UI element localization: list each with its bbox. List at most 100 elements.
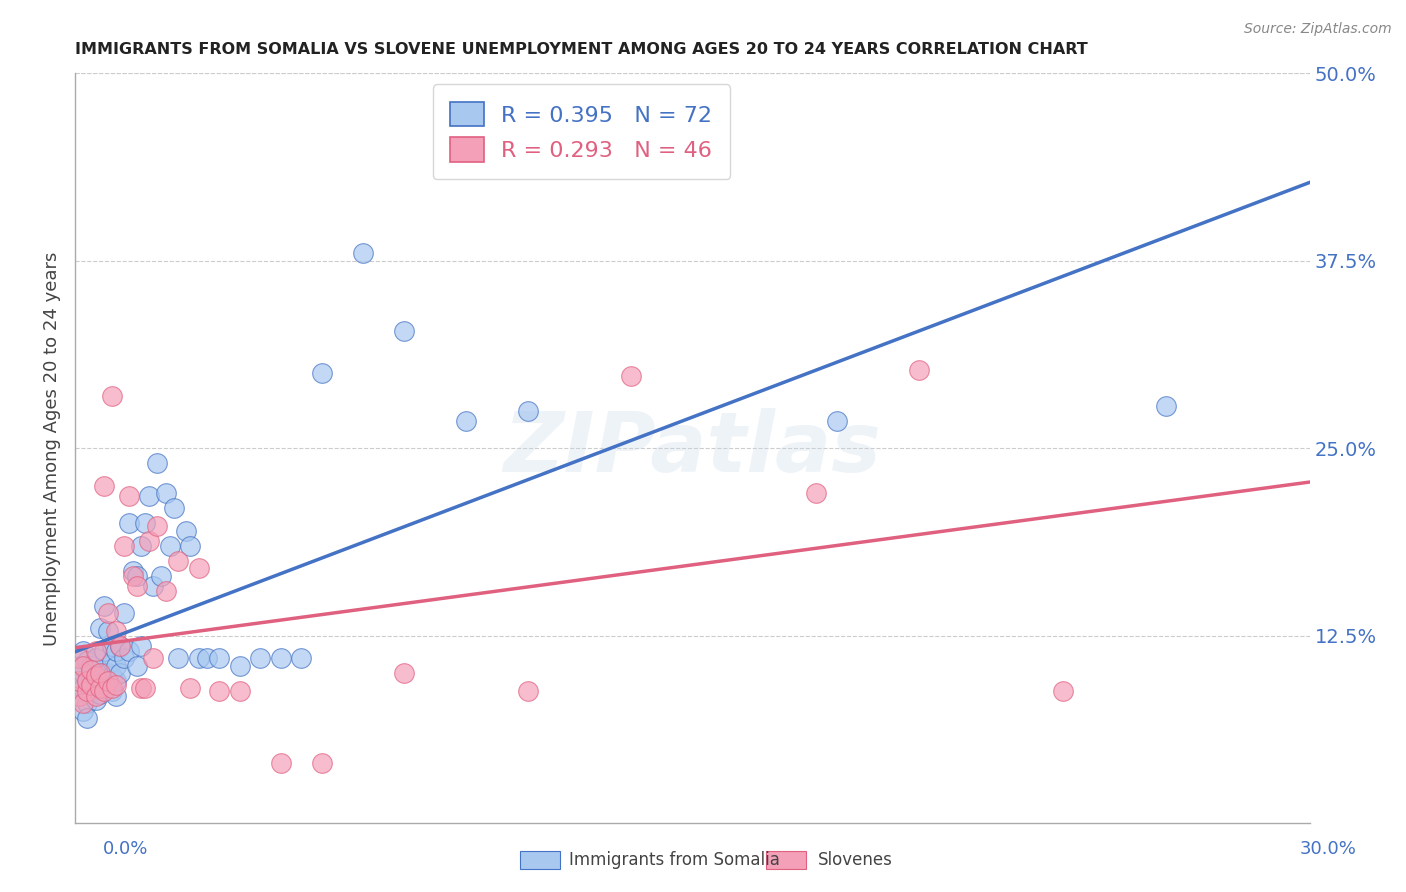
Point (129, 681, 152, 696)
Point (76, 684, 98, 698)
Point (84, 678, 107, 692)
Point (101, 669, 124, 683)
Point (93, 479, 115, 493)
Point (311, 756, 333, 771)
Point (80, 664, 103, 678)
Point (76, 673, 98, 688)
Point (89, 621, 111, 635)
Point (174, 524, 197, 538)
Point (112, 651, 135, 665)
Point (72, 704, 94, 718)
Point (80, 673, 103, 688)
Point (908, 363, 931, 377)
Point (290, 651, 312, 665)
Point (179, 539, 201, 553)
Point (72, 681, 94, 696)
Point (249, 651, 271, 665)
Point (159, 539, 181, 553)
Point (93, 681, 115, 696)
Point (167, 554, 190, 568)
Point (110, 640, 132, 654)
Point (142, 651, 165, 665)
Point (97, 678, 120, 692)
Point (155, 486, 177, 500)
Point (146, 456, 169, 470)
Point (97, 607, 120, 621)
Point (110, 666, 132, 681)
Y-axis label: Unemployment Among Ages 20 to 24 years: Unemployment Among Ages 20 to 24 years (44, 252, 60, 646)
Text: IMMIGRANTS FROM SOMALIA VS SLOVENE UNEMPLOYMENT AMONG AGES 20 TO 24 YEARS CORREL: IMMIGRANTS FROM SOMALIA VS SLOVENE UNEMP… (75, 42, 1088, 57)
Point (187, 651, 209, 665)
Point (179, 681, 201, 696)
Point (67, 651, 90, 665)
Point (825, 414, 848, 428)
Point (101, 655, 124, 669)
Point (101, 640, 124, 654)
Point (516, 684, 538, 698)
Point (84, 669, 107, 683)
Point (105, 678, 128, 692)
Point (270, 756, 292, 771)
Point (163, 501, 186, 516)
Point (67, 689, 90, 703)
Point (67, 673, 90, 688)
Point (121, 569, 143, 583)
Point (72, 666, 94, 681)
Point (76, 655, 98, 669)
Point (84, 651, 107, 665)
Point (97, 673, 120, 688)
Point (67, 659, 90, 673)
Point (101, 389, 124, 403)
Point (89, 673, 111, 687)
Point (105, 659, 128, 673)
Point (516, 404, 538, 418)
Point (125, 569, 148, 583)
Point (72, 697, 94, 711)
Point (804, 486, 827, 500)
Point (167, 651, 190, 665)
Point (93, 599, 115, 613)
Point (117, 516, 139, 531)
Point (84, 644, 107, 658)
Point (208, 684, 231, 698)
Text: Source: ZipAtlas.com: Source: ZipAtlas.com (1244, 22, 1392, 37)
Point (394, 324, 416, 338)
Point (117, 489, 139, 503)
Point (138, 534, 160, 549)
Point (89, 666, 111, 681)
Point (110, 640, 132, 654)
Point (311, 367, 333, 381)
Point (150, 569, 173, 583)
Point (155, 583, 177, 598)
Point (195, 651, 218, 665)
Point (76, 697, 98, 711)
Point (620, 369, 643, 384)
Point (97, 666, 120, 681)
Point (129, 539, 152, 553)
Point (80, 684, 103, 698)
Point (89, 688, 111, 702)
Point (105, 673, 128, 688)
Point (112, 607, 135, 621)
Point (129, 640, 152, 654)
Text: 0.0%: 0.0% (103, 840, 148, 858)
Point (76, 673, 98, 688)
Point (228, 684, 250, 698)
Point (454, 414, 477, 428)
Point (146, 519, 169, 533)
Point (84, 669, 107, 683)
Point (105, 689, 128, 703)
Point (1154, 400, 1177, 414)
Point (80, 659, 103, 673)
Text: ZIPatlas: ZIPatlas (503, 408, 882, 489)
Point (105, 644, 128, 658)
Point (138, 489, 160, 503)
Point (72, 659, 94, 673)
Point (121, 565, 143, 579)
Point (93, 644, 115, 658)
Text: Immigrants from Somalia: Immigrants from Somalia (569, 851, 780, 869)
Point (125, 579, 148, 593)
Point (76, 711, 98, 725)
Point (1052, 684, 1074, 698)
Legend: R = 0.395   N = 72, R = 0.293   N = 46: R = 0.395 N = 72, R = 0.293 N = 46 (433, 85, 730, 179)
